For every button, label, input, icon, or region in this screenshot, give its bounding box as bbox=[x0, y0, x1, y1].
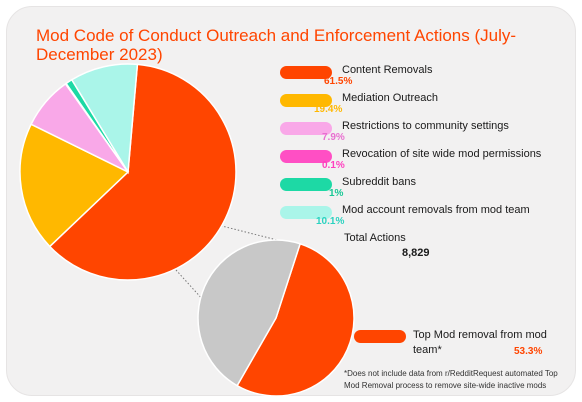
legend-swatch-top-mod-removal bbox=[354, 330, 406, 343]
legend-label: Restrictions to community settings bbox=[342, 120, 509, 132]
total-actions-value: 8,829 bbox=[402, 247, 430, 259]
legend-value: 19.4% bbox=[314, 104, 343, 115]
connector-line-lower bbox=[175, 269, 215, 313]
legend-swatch bbox=[280, 178, 332, 191]
legend-label: Subreddit bans bbox=[342, 176, 416, 188]
legend-item: Content Removals 61.5% bbox=[280, 64, 570, 94]
main-pie-slice-0 bbox=[48, 63, 237, 281]
legend-item: Subreddit bans 1% bbox=[280, 176, 570, 206]
legend-item: Restrictions to community settings 7.9% bbox=[280, 120, 570, 150]
chart-title: Mod Code of Conduct Outreach and Enforce… bbox=[36, 26, 517, 64]
legend-item: Revocation of site wide mod permissions 0… bbox=[280, 148, 570, 178]
total-actions-label: Total Actions bbox=[344, 232, 406, 244]
legend-value: 7.9% bbox=[322, 132, 345, 143]
main-pie bbox=[19, 63, 237, 281]
sub-pie-slice-1 bbox=[197, 239, 302, 387]
sub-pie-slice-0 bbox=[236, 242, 355, 397]
legend-swatch bbox=[280, 206, 332, 219]
legend-value-top-mod-removal: 53.3% bbox=[514, 346, 543, 357]
legend-swatch bbox=[280, 94, 332, 107]
legend-item: Mediation Outreach 19.4% bbox=[280, 92, 570, 122]
legend-item: Mod account removals from mod team 10.1% bbox=[280, 204, 570, 234]
footnote: *Does not include data from r/RedditRequ… bbox=[344, 369, 558, 390]
legend-label: Content Removals bbox=[342, 64, 433, 76]
legend-value: 0.1% bbox=[322, 160, 345, 171]
main-pie-slice-5 bbox=[70, 63, 139, 175]
legend-swatch bbox=[280, 122, 332, 135]
main-pie-slice-1 bbox=[19, 123, 130, 248]
legend-value: 10.1% bbox=[316, 216, 345, 227]
legend-value: 61.5% bbox=[324, 76, 353, 87]
legend-label: Revocation of site wide mod permissions bbox=[342, 148, 542, 160]
sub-pie bbox=[197, 239, 355, 397]
legend-swatch bbox=[280, 66, 332, 79]
legend-label: Mediation Outreach bbox=[342, 92, 438, 104]
legend-label: Mod account removals from mod team bbox=[342, 204, 530, 216]
legend-value: 1% bbox=[329, 188, 344, 199]
legend-label-top-mod-removal: Top Mod removal from mod team* bbox=[413, 329, 547, 356]
legend-swatch bbox=[280, 150, 332, 163]
